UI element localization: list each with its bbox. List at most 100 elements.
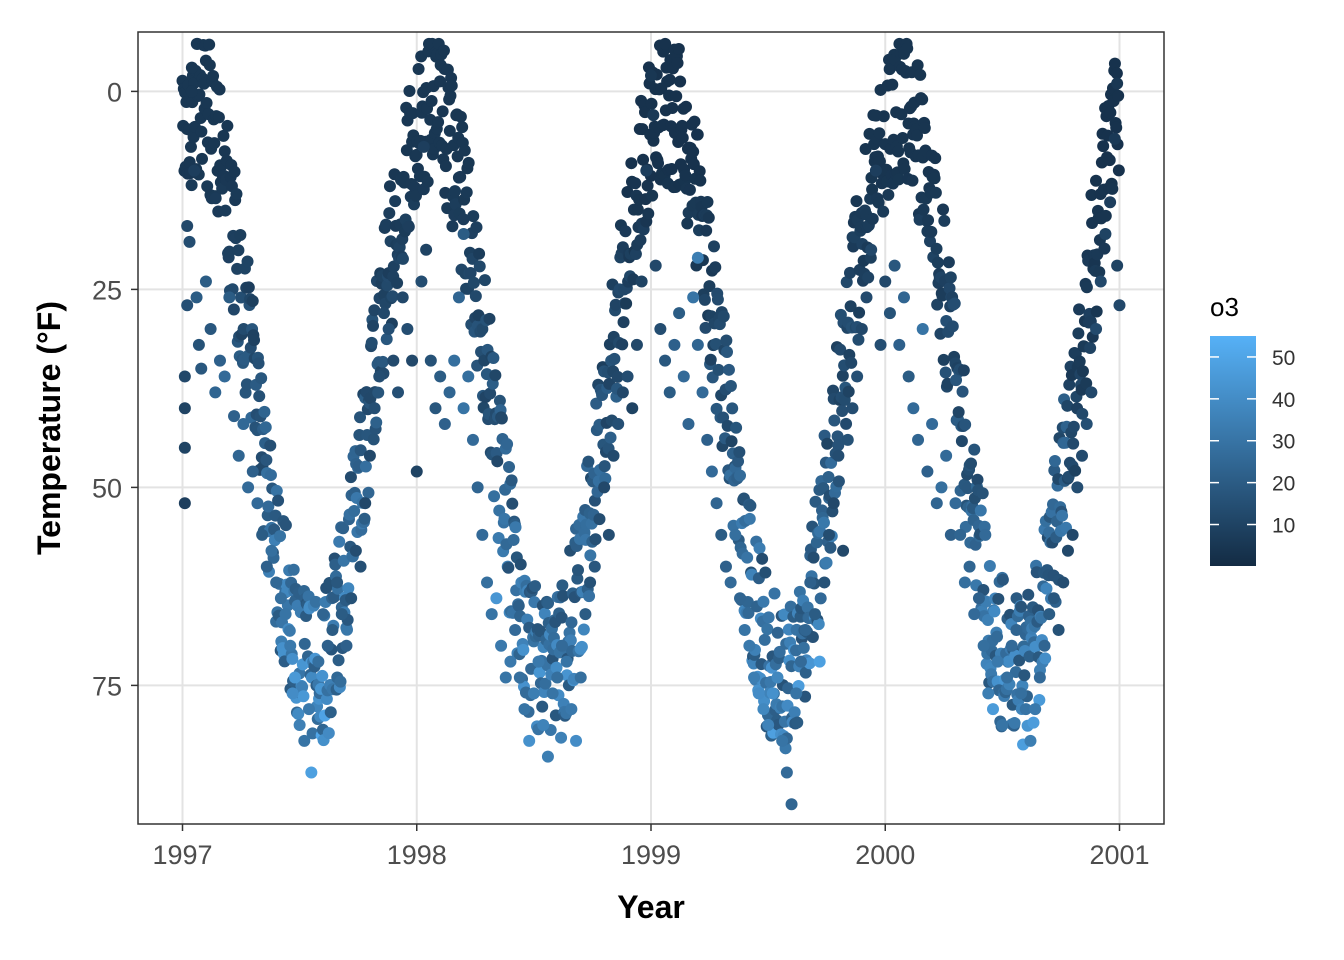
data-point: [874, 338, 887, 351]
data-point: [274, 592, 287, 605]
data-point: [321, 639, 334, 652]
data-point: [918, 121, 931, 134]
data-point: [322, 727, 335, 740]
data-point: [438, 418, 451, 431]
data-point: [609, 298, 622, 311]
data-point: [298, 734, 311, 747]
data-point: [1056, 509, 1069, 522]
data-point: [694, 174, 707, 187]
data-point: [1090, 305, 1103, 318]
data-point: [702, 211, 715, 224]
data-point: [879, 275, 892, 288]
y-tick-label: 75: [92, 671, 122, 701]
data-point: [334, 675, 347, 688]
data-point: [776, 734, 789, 747]
data-point: [1104, 196, 1117, 209]
data-point: [974, 504, 987, 517]
data-point: [373, 370, 386, 383]
data-point: [221, 119, 234, 132]
data-point: [499, 671, 512, 684]
data-point: [717, 310, 730, 323]
data-point: [589, 533, 602, 546]
data-point: [1040, 582, 1053, 595]
data-point: [237, 322, 250, 335]
data-point: [944, 528, 957, 541]
data-point: [1099, 209, 1112, 222]
data-point: [741, 551, 754, 564]
data-point: [844, 300, 857, 313]
data-point: [1061, 399, 1074, 412]
data-point: [679, 169, 692, 182]
data-point: [538, 607, 551, 620]
data-point: [309, 595, 322, 608]
data-point: [907, 402, 920, 415]
data-point: [434, 75, 447, 88]
data-point: [178, 402, 191, 415]
data-point: [470, 221, 483, 234]
data-point: [681, 217, 694, 230]
data-point: [676, 131, 689, 144]
data-point: [691, 338, 704, 351]
data-point: [370, 416, 383, 429]
data-point: [241, 255, 254, 268]
data-point: [584, 549, 597, 562]
data-point: [956, 385, 969, 398]
data-point: [570, 734, 583, 747]
data-point: [846, 402, 859, 415]
data-point: [853, 306, 866, 319]
data-point: [659, 354, 672, 367]
data-point: [1005, 639, 1018, 652]
data-point: [462, 370, 475, 383]
data-point: [625, 157, 638, 170]
data-point: [942, 256, 955, 269]
data-point: [629, 248, 642, 261]
data-point: [1103, 154, 1116, 167]
y-tick-label: 25: [92, 275, 122, 305]
data-point: [217, 129, 230, 142]
data-point: [306, 727, 319, 740]
data-point: [710, 497, 723, 510]
data-point: [406, 354, 419, 367]
data-point: [320, 692, 333, 705]
data-point: [403, 85, 416, 98]
data-point: [551, 671, 564, 684]
data-point: [637, 153, 650, 166]
data-point: [446, 220, 459, 233]
data-point: [946, 320, 959, 333]
data-point: [707, 240, 720, 253]
data-point: [709, 261, 722, 274]
data-point: [906, 174, 919, 187]
data-point: [855, 323, 868, 335]
data-point: [869, 164, 882, 177]
data-point: [743, 639, 756, 652]
data-point: [680, 100, 693, 113]
data-point: [513, 671, 526, 684]
data-point: [929, 186, 942, 199]
data-point: [693, 165, 706, 178]
data-point: [616, 338, 629, 351]
data-point: [663, 386, 676, 399]
data-point: [621, 185, 634, 198]
data-point: [457, 402, 470, 415]
data-point: [1113, 299, 1126, 312]
data-point: [877, 205, 890, 218]
data-point: [762, 719, 775, 731]
data-point: [832, 439, 845, 452]
data-point: [670, 90, 683, 103]
data-point: [972, 592, 985, 605]
data-point: [799, 623, 812, 636]
data-point: [691, 251, 704, 264]
data-point: [1110, 121, 1123, 134]
data-point: [565, 616, 578, 629]
data-point: [246, 294, 259, 307]
data-point: [577, 623, 590, 636]
data-point: [721, 346, 733, 359]
data-point: [668, 338, 681, 351]
data-point: [901, 42, 914, 55]
data-point: [181, 299, 194, 312]
data-point: [719, 560, 732, 573]
data-point: [279, 608, 292, 621]
data-point: [916, 323, 929, 335]
data-point: [604, 431, 617, 444]
